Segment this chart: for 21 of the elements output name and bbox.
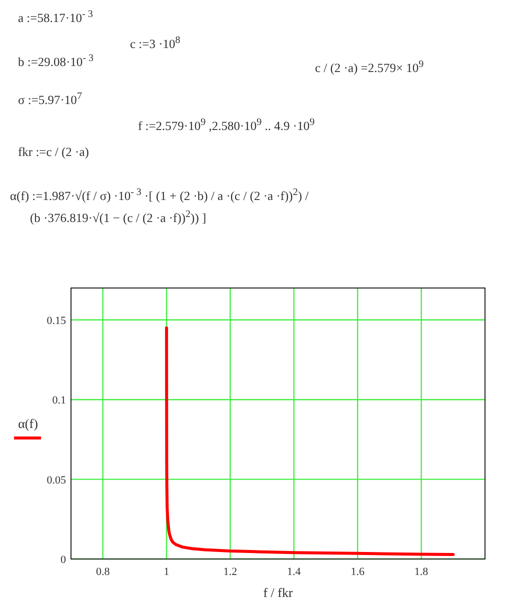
text: f :=2.579·10$^{9}$ ,2.580·10$^{9}$ .. 4.9 ·10$^{9}$ xyxy=(138,116,315,133)
x-tick-label: 1.2 xyxy=(223,566,238,578)
line-series xyxy=(165,326,455,556)
text: c / (2 ·a) =2.579× 10$^{9}$ xyxy=(315,58,424,75)
text: c :=3 ·10$^{8}$ xyxy=(130,34,180,51)
text: σ :=5.97·10$^{7}$ xyxy=(18,90,82,107)
x-tick-label: 0.8 xyxy=(96,566,110,578)
x-axis-title: f / fkr xyxy=(263,585,294,600)
y-axis-title: α(f) xyxy=(18,416,38,431)
y-tick-label: 0.1 xyxy=(52,394,66,407)
x-tick-label: 1 xyxy=(164,566,170,578)
text: fkr :=c / (2 ·a) xyxy=(18,145,89,159)
x-tick-label: 1.8 xyxy=(414,566,429,578)
text: a :=58.17·10$^{- 3}$ xyxy=(18,8,93,25)
text: α(f) :=1.987·√(f / σ) ·10$^{- 3}$ ·[ (1 + (2 ·b) / a ·(c / (2 ·a ·f))$^{2}$) / (b ·376.819·√(1 − (c / (2 ·a ·f))$^{2}$)) ] xyxy=(10,186,309,225)
text: b :=29.08·10$^{- 3}$ xyxy=(18,52,94,69)
y-tick-label: 0.05 xyxy=(46,474,66,486)
y-tick-label: 0.15 xyxy=(46,314,66,327)
y-tick-label: 0 xyxy=(60,554,66,566)
x-tick-label: 1.6 xyxy=(350,566,365,578)
x-tick-label: 1.4 xyxy=(287,566,302,578)
